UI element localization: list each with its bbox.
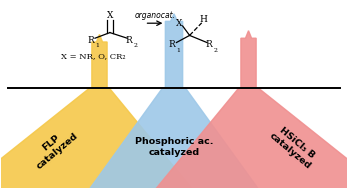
Text: FLP
catalyzed: FLP catalyzed [29, 123, 80, 171]
Polygon shape [0, 88, 195, 189]
Text: R: R [87, 36, 94, 45]
Text: R: R [169, 40, 176, 49]
Text: 2: 2 [133, 43, 137, 48]
Text: Phosphoric ac.
catalyzed: Phosphoric ac. catalyzed [135, 137, 213, 157]
Text: X: X [107, 11, 113, 20]
Text: X = NR, O, CR₂: X = NR, O, CR₂ [61, 52, 126, 60]
Polygon shape [165, 14, 183, 88]
Polygon shape [87, 88, 261, 189]
Text: 1: 1 [177, 48, 181, 53]
Text: HSiCl₃ B
catalyzed: HSiCl₃ B catalyzed [268, 123, 319, 171]
Text: 2: 2 [213, 48, 217, 53]
Polygon shape [92, 34, 107, 88]
Text: 1: 1 [95, 43, 99, 48]
Polygon shape [241, 31, 256, 88]
Text: H: H [199, 15, 207, 24]
Polygon shape [153, 88, 348, 189]
Text: X: X [176, 19, 182, 28]
Text: organocat.: organocat. [134, 11, 175, 20]
Text: R: R [205, 40, 212, 49]
Text: R: R [126, 36, 132, 45]
